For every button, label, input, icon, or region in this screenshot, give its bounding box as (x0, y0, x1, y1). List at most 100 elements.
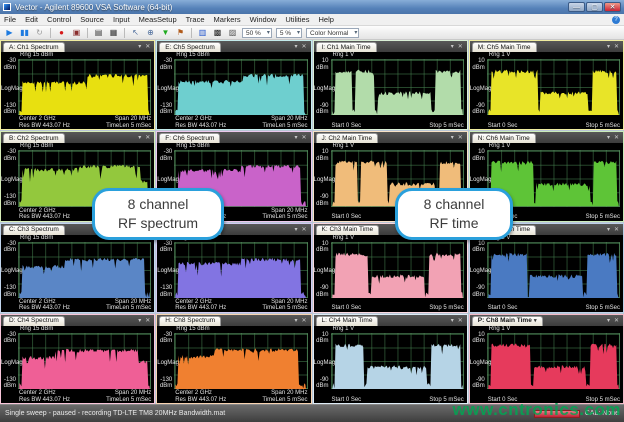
menu-item-edit[interactable]: Edit (25, 15, 39, 24)
panel-close-icon[interactable]: ✕ (613, 44, 619, 50)
maximize-button[interactable]: ▢ (586, 2, 603, 12)
panel-menu-icon[interactable]: ▾ (606, 317, 610, 324)
x-axis-left-label: Start 0 Sec (487, 305, 518, 312)
help-icon[interactable]: ? (612, 15, 620, 24)
x-axis-left-label: Start 0 Sec (331, 396, 362, 403)
panel-tab[interactable]: B: Ch2 Spectrum ▾ (3, 133, 65, 144)
x-axis-left-label: Start 0 Sec (331, 214, 362, 220)
palette-gray-icon[interactable]: ▨ (228, 27, 237, 37)
range-label: Rng 15 dBm (176, 52, 210, 58)
panel-menu-icon[interactable]: ▾ (294, 135, 298, 142)
panel-menu-icon[interactable]: ▾ (294, 317, 298, 324)
panel-close-icon[interactable]: ✕ (301, 44, 307, 50)
panel-close-icon[interactable]: ✕ (613, 135, 619, 142)
title-bar[interactable]: Vector - Agilent 89600 VSA Software (64-… (0, 0, 624, 14)
menu-item-meassetup[interactable]: MeasSetup (138, 15, 177, 24)
panel-menu-icon[interactable]: ▾ (138, 44, 142, 50)
panel-close-icon[interactable]: ✕ (301, 317, 307, 324)
panel-menu-icon[interactable]: ▾ (138, 135, 142, 142)
minimize-button[interactable]: — (568, 2, 585, 12)
zoom-select-icon[interactable]: ⊕ (147, 27, 154, 37)
panel-close-icon[interactable]: ✕ (457, 317, 463, 324)
panel-menu-icon[interactable]: ▾ (606, 135, 610, 142)
y-axis-format-label: LogMag (469, 85, 492, 92)
panel-tab[interactable]: K: Ch3 Main Time ▾ (315, 224, 380, 235)
panel-tab[interactable]: N: Ch6 Main Time ▾ (471, 133, 536, 144)
panel-close-icon[interactable]: ✕ (301, 135, 307, 142)
status-message: Single sweep - paused - recording TD-LTE… (5, 410, 226, 417)
panel-close-icon[interactable]: ✕ (613, 317, 619, 324)
menu-item-input[interactable]: Input (112, 15, 130, 24)
pointer-icon[interactable]: ↖ (132, 27, 139, 37)
panel-tab[interactable]: E: Ch5 Spectrum ▾ (159, 42, 221, 52)
menu-item-source[interactable]: Source (80, 15, 104, 24)
menu-item-file[interactable]: File (4, 15, 17, 24)
panel-menu-icon[interactable]: ▾ (450, 44, 454, 50)
color-mode-select[interactable]: Color Normal (306, 27, 360, 38)
panel-tab[interactable]: P: Ch8 Main Time ▾ (471, 315, 543, 326)
single-layout-icon[interactable]: ▤ (94, 27, 103, 37)
menu-item-utilities[interactable]: Utilities (285, 15, 310, 24)
close-button[interactable]: ✕ (604, 2, 621, 12)
panel-tab[interactable]: H: Ch8 Spectrum ▾ (159, 315, 222, 326)
step-percent-select[interactable]: 5 % (275, 27, 303, 38)
panel-tab[interactable]: D: Ch4 Spectrum ▾ (3, 315, 65, 326)
pause-icon[interactable]: ▮▮ (20, 27, 29, 37)
menu-item-markers[interactable]: Markers (213, 15, 241, 24)
panel-menu-icon[interactable]: ▾ (606, 226, 610, 233)
panel-header: I: Ch1 Main Time ▾ ▾ ✕ (313, 41, 467, 52)
panel-menu-icon[interactable]: ▾ (450, 135, 454, 142)
panel-close-icon[interactable]: ✕ (457, 44, 463, 50)
panel-close-icon[interactable]: ✕ (145, 44, 151, 50)
panel-close-icon[interactable]: ✕ (457, 135, 463, 142)
panel-close-icon[interactable]: ✕ (145, 135, 151, 142)
panel-menu-icon[interactable]: ▾ (294, 44, 298, 50)
stop-icon[interactable]: ▣ (72, 27, 81, 37)
panel-tab[interactable]: L: Ch4 Main Time ▾ (315, 315, 379, 326)
panel-close-icon[interactable]: ✕ (145, 317, 151, 324)
panel-close-icon[interactable]: ✕ (301, 226, 307, 233)
panel-close-icon[interactable]: ✕ (613, 226, 619, 233)
record-icon[interactable]: ● (59, 27, 64, 37)
panel-header: H: Ch8 Spectrum ▾ ▾ ✕ (157, 314, 311, 326)
range-label: Rng 1 V (488, 325, 511, 332)
play-icon[interactable]: ▶ (6, 27, 13, 37)
zoom-percent-select[interactable]: 50 % (242, 27, 272, 38)
panel-menu-icon[interactable]: ▾ (450, 317, 454, 324)
menu-item-help[interactable]: Help (318, 15, 334, 24)
menu-item-trace[interactable]: Trace (185, 15, 205, 24)
trace-D (19, 348, 150, 389)
marker-icon[interactable]: ⚑ (176, 27, 185, 37)
x-axis-left-label: Start 0 Sec (487, 122, 518, 129)
panel-menu-icon[interactable]: ▾ (138, 317, 142, 324)
filter-icon[interactable]: ▼ (161, 27, 170, 37)
grid-layout-icon[interactable]: ▦ (109, 27, 118, 37)
toolbar-separator (87, 27, 88, 38)
panel-tab[interactable]: F: Ch6 Spectrum ▾ (159, 133, 221, 144)
trace-I (331, 69, 463, 116)
panel-tab[interactable]: C: Ch3 Spectrum ▾ (3, 224, 65, 235)
panel-tab[interactable]: I: Ch1 Main Time ▾ (315, 42, 377, 52)
y-axis-format-label: LogMag (1, 85, 23, 92)
panel-menu-icon[interactable]: ▾ (606, 44, 610, 50)
panel-tab[interactable]: A: Ch1 Spectrum ▾ (3, 42, 65, 52)
panel-tab[interactable]: J: Ch2 Main Time ▾ (315, 133, 379, 144)
palette-blue-icon[interactable]: ▥ (198, 27, 207, 37)
trace-N (488, 160, 619, 207)
menu-item-control[interactable]: Control (47, 15, 72, 24)
watermark: www.cntronics.com (452, 400, 621, 419)
range-label: Rng 1 V (488, 143, 511, 150)
chevron-down-icon[interactable]: ▾ (533, 318, 537, 325)
palette-dark-icon[interactable]: ▩ (213, 27, 222, 37)
menu-item-window[interactable]: Window (249, 15, 277, 24)
panel-menu-icon[interactable]: ▾ (294, 226, 298, 233)
restart-icon[interactable]: ↻ (36, 27, 43, 37)
panel-tab[interactable]: M: Ch5 Main Time ▾ (471, 42, 537, 52)
